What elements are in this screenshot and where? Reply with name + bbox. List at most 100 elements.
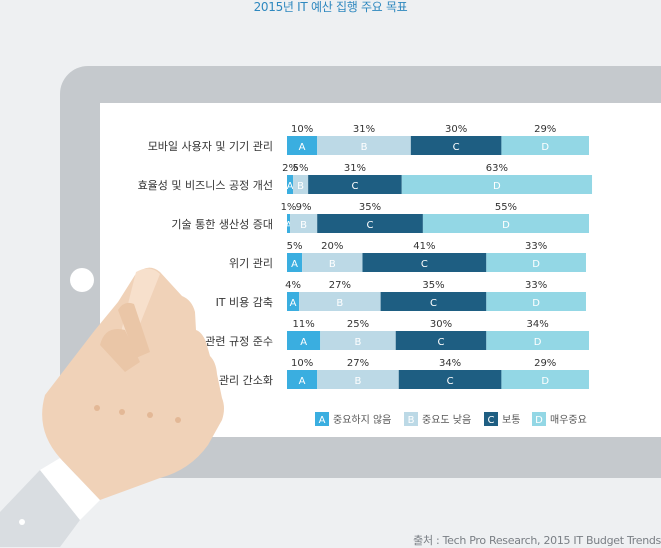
bar-segment [486,253,586,272]
data-label: 2% [282,163,298,174]
home-button-icon [635,248,642,282]
segment-letter: D [541,376,549,387]
bar-segment [398,370,502,389]
bar-segment [380,292,487,311]
data-label: 30% [430,319,452,330]
bar-segment [287,370,318,389]
segment-letter: D [532,298,540,309]
bar-segment [287,292,300,311]
legend-key: D [535,415,543,426]
segment-letter: B [336,298,343,309]
legend-swatch [532,412,546,426]
segment-letter: A [287,181,294,192]
data-label: 20% [321,241,343,252]
bar-segment [299,292,381,311]
segment-letter: B [297,181,304,192]
legend-swatch [484,412,498,426]
segment-letter: C [438,337,445,348]
segment-letter: B [361,142,368,153]
data-label: 4% [285,280,301,291]
legend-key: C [488,415,495,426]
legend-swatch [404,412,418,426]
bar-segment [302,253,363,272]
data-label: 35% [359,202,381,213]
data-label: 27% [329,280,351,291]
data-label: 35% [422,280,444,291]
data-label: 31% [353,124,375,135]
data-label: 11% [292,319,314,330]
category-label: IT 관리 간소화 [205,374,273,387]
bar-segment [317,136,411,155]
bar-segment [317,214,423,233]
data-label: 41% [413,241,435,252]
bar-segment [362,253,487,272]
data-label: 29% [534,358,556,369]
segment-letter: A [299,142,306,153]
category-label: IT 비용 감축 [216,296,273,309]
data-label: 9% [296,202,312,213]
segment-letter: D [502,220,510,231]
bar-segment [501,136,589,155]
segment-letter: A [285,220,292,231]
legend-label: 중요도 낮음 [422,414,471,426]
bar-segment [287,331,321,350]
bar-segment [287,214,291,233]
legend-label: 중요하지 않음 [333,413,391,426]
data-label: 33% [525,241,547,252]
segment-letter: A [291,259,298,270]
category-label: 위기 관리 [229,257,273,270]
bar-segment [410,136,502,155]
segment-letter: A [299,376,306,387]
bar-segment [422,214,589,233]
segment-letter: B [355,376,362,387]
source-note: 출처 : Tech Pro Research, 2015 IT Budget T… [413,534,661,547]
data-label: 34% [527,319,549,330]
data-label: 25% [347,319,369,330]
bar-segment [401,175,593,194]
bar-segment [486,331,589,350]
category-label: 기술 통한 생산성 증대 [171,218,273,231]
bar-segment [287,175,294,194]
segment-letter: C [421,259,428,270]
legend-swatch [315,412,329,426]
segment-letter: D [534,337,542,348]
camera-icon [70,268,94,292]
data-label: 5% [293,163,309,174]
legend-key: B [408,415,415,426]
segment-letter: C [453,142,460,153]
segment-letter: A [300,337,307,348]
data-label: 31% [344,163,366,174]
category-label: 모바일 사용자 및 기기 관리 [148,139,273,153]
segment-letter: C [430,298,437,309]
legend-label: 보통 [502,414,520,426]
data-label: 10% [291,358,313,369]
category-label: 효율성 및 비즈니스 공정 개선 [138,179,273,192]
legend-label: 매우중요 [550,414,587,426]
data-label: 33% [525,280,547,291]
bar-segment [287,136,318,155]
segment-letter: B [300,220,307,231]
bar-segment [290,214,318,233]
segment-letter: D [493,181,501,192]
segment-letter: B [329,259,336,270]
bar-segment [293,175,309,194]
segment-letter: C [447,376,454,387]
segment-letter: C [351,181,358,192]
bar-segment [320,331,396,350]
data-label: 29% [534,124,556,135]
bar-segment [395,331,487,350]
segment-letter: B [355,337,362,348]
category-label: 관련 규정 준수 [205,335,273,348]
segment-letter: D [541,142,549,153]
bar-segment [501,370,589,389]
bar-segment [486,292,586,311]
bar-segment [287,253,303,272]
segment-letter: C [367,220,374,231]
data-label: 55% [495,202,517,213]
data-label: 10% [291,124,313,135]
data-label: 1% [281,202,297,213]
bar-segment [317,370,399,389]
segment-letter: A [290,298,297,309]
